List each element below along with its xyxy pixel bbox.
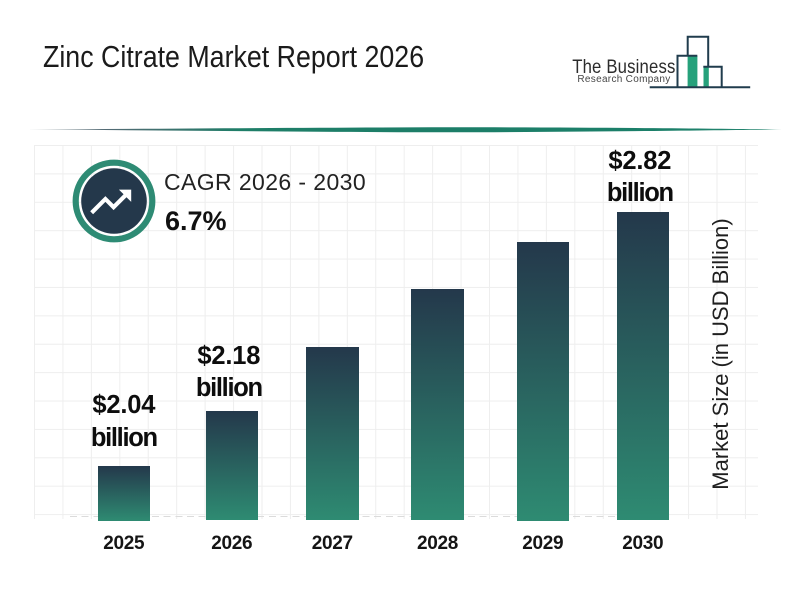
svg-text:Research Company: Research Company xyxy=(577,74,670,85)
svg-text:The Business: The Business xyxy=(572,56,675,77)
